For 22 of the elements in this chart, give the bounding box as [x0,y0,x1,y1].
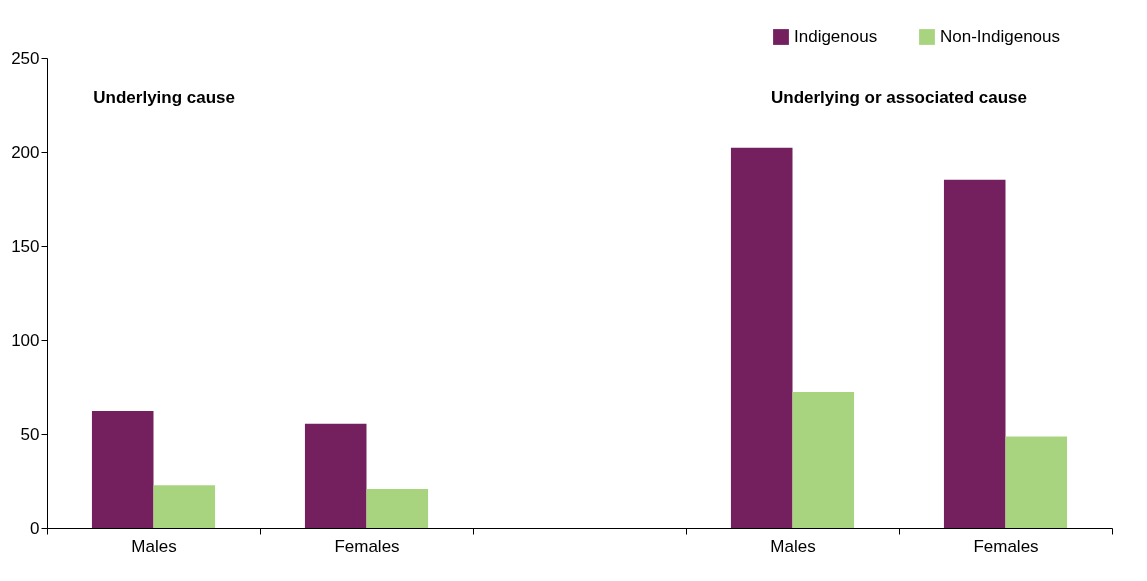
bar [943,179,1006,528]
bar [91,410,154,528]
annotation: Underlying or associated cause [770,88,1028,107]
bar [153,485,216,528]
legend-label: Indigenous [794,27,878,46]
bar [1005,436,1068,528]
x-tick-label: Females [334,536,400,556]
x-tick-label: Males [770,536,816,556]
y-tick-label: 250 [11,48,40,68]
y-tick-label: 150 [11,236,40,256]
bar [730,147,793,528]
y-tick-label: 0 [30,518,40,538]
x-tick-label: Females [973,536,1039,556]
bar [304,423,367,528]
y-tick-label: 200 [11,142,40,162]
y-tick-label: 50 [20,424,40,444]
bar [792,391,855,528]
y-tick-label: 100 [11,330,40,350]
legend-label: Non-Indigenous [940,27,1061,46]
x-tick-label: Males [131,536,177,556]
annotation: Underlying cause [93,88,236,107]
bar [366,488,429,528]
